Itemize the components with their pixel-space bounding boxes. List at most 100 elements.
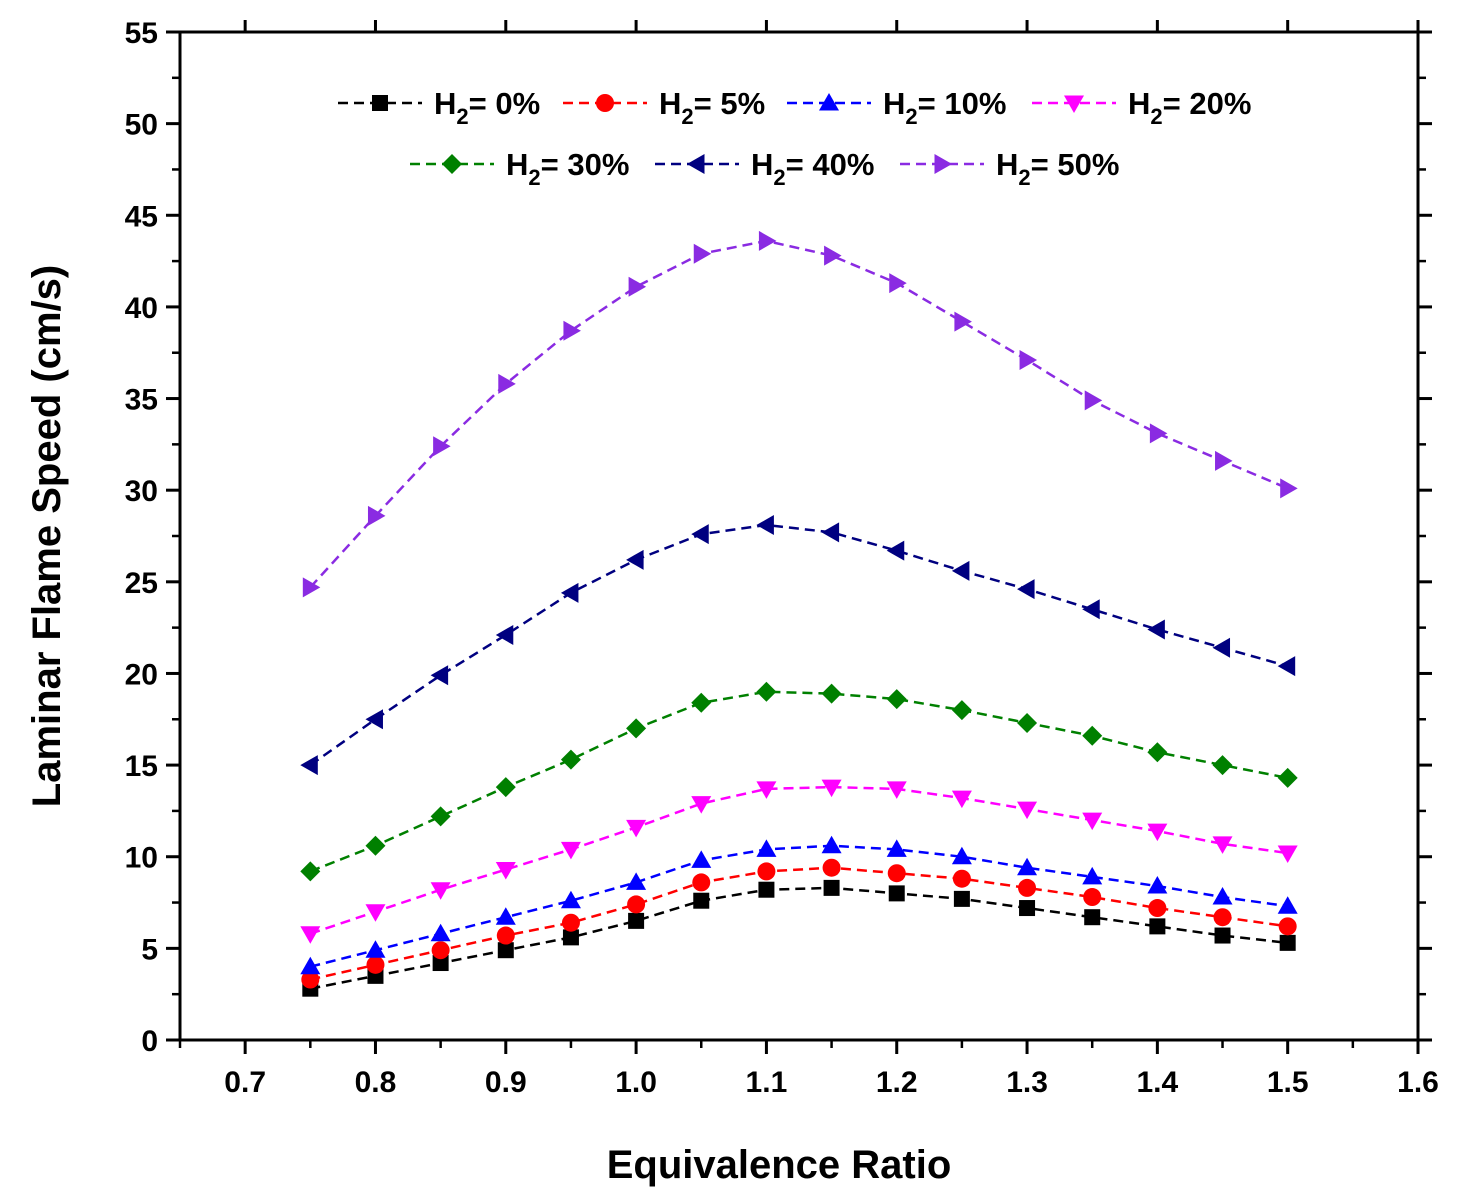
data-point	[1277, 845, 1298, 864]
legend-marker	[596, 94, 614, 112]
series-h2-5-	[301, 858, 1297, 989]
data-point	[365, 835, 386, 856]
data-point	[821, 522, 840, 543]
data-point	[889, 273, 907, 294]
data-point	[628, 276, 647, 297]
data-point	[365, 940, 386, 958]
data-point	[821, 835, 842, 854]
x-tick-label: 0.7	[224, 1066, 266, 1099]
series-h2-50-	[302, 230, 1298, 598]
data-point	[1213, 908, 1232, 927]
legend-marker	[819, 93, 839, 111]
data-point	[433, 436, 451, 457]
y-tick-label: 15	[125, 750, 158, 783]
series-line	[309, 523, 1289, 767]
y-axis-title: Laminar Flame Speed (cm/s)	[25, 265, 69, 807]
data-point	[431, 941, 450, 960]
data-point	[1019, 900, 1036, 917]
data-point	[1147, 742, 1168, 763]
data-point	[1215, 450, 1233, 471]
data-point	[886, 839, 907, 857]
data-point	[430, 923, 451, 942]
data-point	[1212, 755, 1233, 776]
series-line	[309, 690, 1288, 873]
x-tick-label: 0.9	[485, 1066, 527, 1099]
legend-entry: H2= 30%	[410, 147, 629, 190]
legend-label: H2= 5%	[659, 86, 765, 129]
data-point	[498, 373, 516, 394]
data-point	[953, 890, 970, 907]
legend-entry: H2= 20%	[1032, 86, 1251, 129]
x-tick-label: 1.3	[1006, 1066, 1048, 1099]
data-point	[300, 755, 318, 776]
data-point	[692, 873, 711, 892]
data-point	[951, 790, 972, 809]
data-point	[1278, 917, 1297, 936]
data-point	[626, 718, 647, 739]
data-point	[1212, 887, 1233, 905]
y-tick-label: 5	[141, 933, 158, 966]
x-tick-label: 1.2	[876, 1066, 918, 1099]
data-point	[693, 892, 710, 909]
data-point	[430, 806, 451, 827]
x-tick-label: 0.8	[355, 1066, 397, 1099]
legend-entry: H2= 5%	[563, 86, 765, 129]
legend-label: H2= 50%	[996, 147, 1119, 190]
data-point	[758, 881, 775, 898]
data-point	[954, 311, 972, 332]
data-point	[691, 524, 709, 545]
data-point	[366, 955, 385, 974]
data-point	[1212, 836, 1233, 854]
series-line	[310, 886, 1288, 990]
data-point	[823, 879, 840, 896]
data-point	[626, 819, 647, 838]
series-layer	[300, 230, 1298, 997]
data-point	[951, 560, 970, 581]
data-point	[1280, 478, 1298, 499]
data-point	[1084, 390, 1103, 411]
legend-label: H2= 0%	[434, 86, 540, 129]
data-point	[1082, 599, 1100, 620]
data-point	[1082, 866, 1103, 885]
data-point	[496, 926, 515, 945]
data-point	[1083, 888, 1102, 907]
series-line	[309, 239, 1289, 589]
data-point	[821, 779, 842, 798]
data-point	[1082, 812, 1103, 831]
x-axis-title: Equivalence Ratio	[607, 1143, 952, 1187]
data-point	[1277, 896, 1298, 914]
data-point	[756, 839, 777, 857]
data-point	[563, 320, 581, 341]
data-point	[1277, 656, 1296, 677]
legend-marker	[687, 154, 705, 174]
x-tick-label: 1.6	[1397, 1066, 1439, 1099]
data-point	[430, 882, 451, 900]
data-point	[952, 869, 971, 888]
data-point	[1017, 801, 1038, 820]
y-tick-label: 10	[125, 842, 158, 875]
series-h2-30-	[300, 681, 1298, 882]
data-point	[302, 577, 321, 598]
data-point	[756, 681, 777, 702]
data-point	[626, 549, 644, 570]
x-tick-label: 1.1	[746, 1066, 788, 1099]
data-point	[888, 885, 905, 902]
data-point	[691, 850, 712, 868]
data-point	[1017, 579, 1035, 600]
data-point	[1147, 823, 1168, 842]
x-tick-label: 1.0	[615, 1066, 657, 1099]
data-point	[824, 245, 842, 266]
data-point	[300, 956, 321, 975]
data-point	[887, 864, 906, 883]
data-point	[495, 777, 516, 798]
data-point	[495, 624, 514, 645]
data-point	[886, 540, 905, 561]
legend-label: H2= 30%	[506, 147, 629, 190]
data-point	[560, 890, 581, 909]
data-point	[1147, 619, 1165, 640]
y-tick-label: 35	[125, 384, 158, 417]
legend-marker	[442, 154, 462, 174]
legend-marker	[934, 154, 952, 174]
data-point	[560, 841, 581, 860]
series-h2-40-	[300, 515, 1296, 776]
